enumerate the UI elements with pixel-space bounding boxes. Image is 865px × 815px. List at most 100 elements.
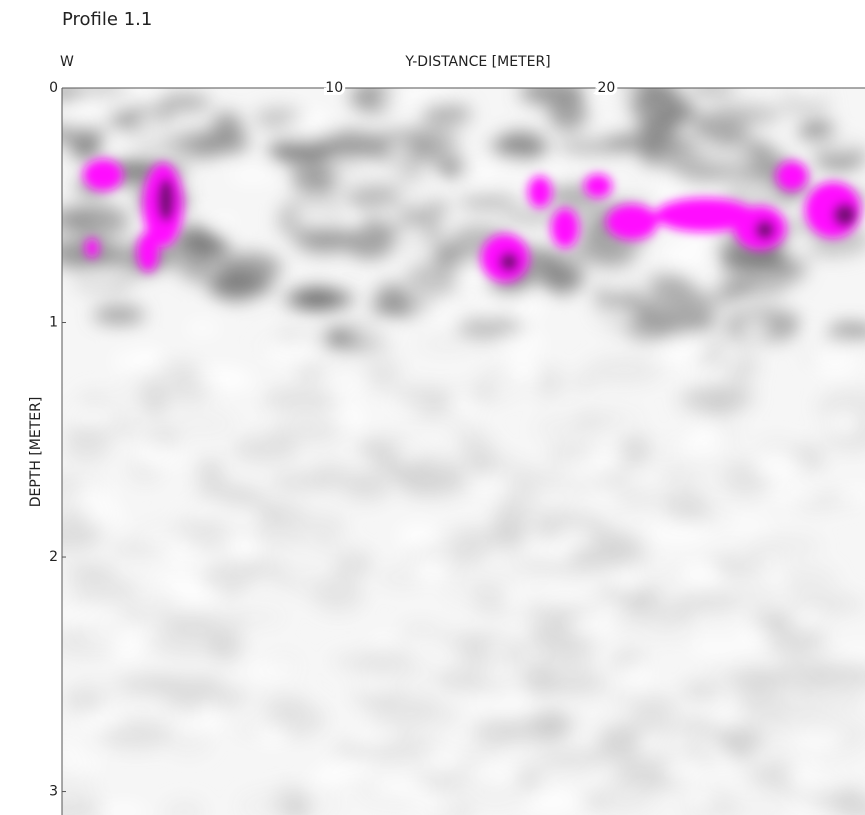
texture-light	[838, 644, 865, 655]
texture-blob	[158, 93, 211, 112]
texture-blob	[707, 103, 781, 127]
texture-light	[789, 773, 845, 796]
texture-light	[413, 555, 451, 582]
texture-light	[587, 492, 622, 504]
texture-blob	[590, 410, 646, 424]
texture-blob	[607, 691, 637, 707]
texture-light	[741, 319, 768, 338]
texture-light	[424, 749, 463, 766]
texture-blob	[596, 726, 641, 763]
texture-light	[734, 184, 782, 200]
texture-light	[763, 552, 786, 564]
texture-blob	[649, 461, 700, 492]
texture-light	[662, 243, 709, 268]
texture-blob	[247, 556, 287, 575]
anomalies	[83, 159, 861, 282]
texture-blob	[69, 676, 130, 706]
texture-blob	[451, 421, 480, 438]
texture-light	[286, 333, 328, 345]
texture-blob	[99, 720, 174, 750]
texture-blob	[535, 366, 564, 400]
texture-blob	[377, 566, 426, 589]
texture-light	[154, 573, 178, 584]
texture-light	[802, 322, 827, 340]
texture-light	[324, 758, 374, 778]
texture-blob	[418, 338, 473, 351]
texture-light	[688, 639, 743, 655]
side-label: W	[60, 54, 74, 70]
texture-light	[176, 583, 222, 603]
texture-light	[106, 623, 148, 636]
texture-light	[471, 763, 519, 784]
texture-light	[397, 179, 436, 196]
texture-light	[737, 626, 770, 650]
texture-blob	[643, 285, 710, 320]
texture-blob	[422, 102, 472, 127]
texture-blob	[655, 148, 716, 169]
texture-light	[767, 487, 819, 499]
texture-blob	[800, 685, 865, 714]
texture-light	[168, 505, 212, 518]
texture-light	[333, 161, 369, 188]
texture-blob	[680, 682, 721, 699]
texture-light	[719, 343, 741, 364]
texture-light	[687, 792, 711, 809]
texture-blob	[784, 587, 855, 617]
texture-light	[319, 212, 353, 228]
texture-blob	[585, 354, 664, 386]
texture-blob	[216, 130, 249, 155]
texture-blob	[268, 571, 297, 587]
texture-blob	[735, 688, 770, 713]
texture-light	[79, 507, 127, 526]
texture-light	[667, 333, 708, 351]
chart-title: Profile 1.1	[62, 9, 152, 30]
texture-light	[762, 569, 788, 588]
texture-light	[649, 522, 701, 544]
texture-blob	[268, 139, 330, 164]
texture-light	[227, 167, 278, 184]
texture-light	[469, 479, 501, 493]
texture-blob	[69, 576, 139, 605]
texture-light	[711, 752, 737, 774]
texture-blob	[93, 306, 146, 324]
texture-light	[555, 527, 595, 548]
texture-blob	[604, 134, 680, 151]
texture-blob	[618, 433, 653, 468]
texture-light	[466, 700, 513, 712]
texture-light	[228, 532, 260, 553]
texture-blob	[174, 613, 255, 632]
y-tick-label: 1	[49, 315, 58, 331]
texture-light	[372, 634, 394, 649]
texture-blob	[399, 621, 442, 636]
texture-light	[586, 453, 624, 465]
texture-light	[63, 406, 117, 427]
texture-blob	[62, 525, 103, 555]
texture-blob	[277, 406, 327, 434]
texture-blob	[567, 372, 599, 392]
texture-light	[716, 518, 773, 531]
texture-light	[785, 804, 828, 815]
texture-blob	[390, 662, 440, 684]
texture-light	[321, 372, 366, 396]
texture-blob	[631, 328, 660, 342]
texture-light	[396, 522, 440, 549]
texture-blob	[311, 528, 344, 549]
texture-light	[73, 488, 117, 511]
texture-blob	[664, 490, 710, 523]
texture-light	[569, 615, 619, 637]
texture-light	[91, 605, 125, 621]
texture-blob	[356, 440, 389, 455]
texture-blob	[677, 384, 750, 416]
texture-light	[525, 789, 580, 815]
texture-light	[404, 88, 458, 102]
texture-light	[683, 366, 733, 385]
texture-light	[196, 552, 217, 568]
texture-blob	[65, 205, 131, 238]
texture-light	[786, 229, 817, 250]
texture-light	[497, 332, 547, 354]
texture-light	[638, 732, 662, 751]
texture-light	[506, 358, 540, 383]
texture-light	[591, 599, 626, 613]
texture-blob	[557, 651, 597, 677]
texture-light	[451, 389, 473, 409]
